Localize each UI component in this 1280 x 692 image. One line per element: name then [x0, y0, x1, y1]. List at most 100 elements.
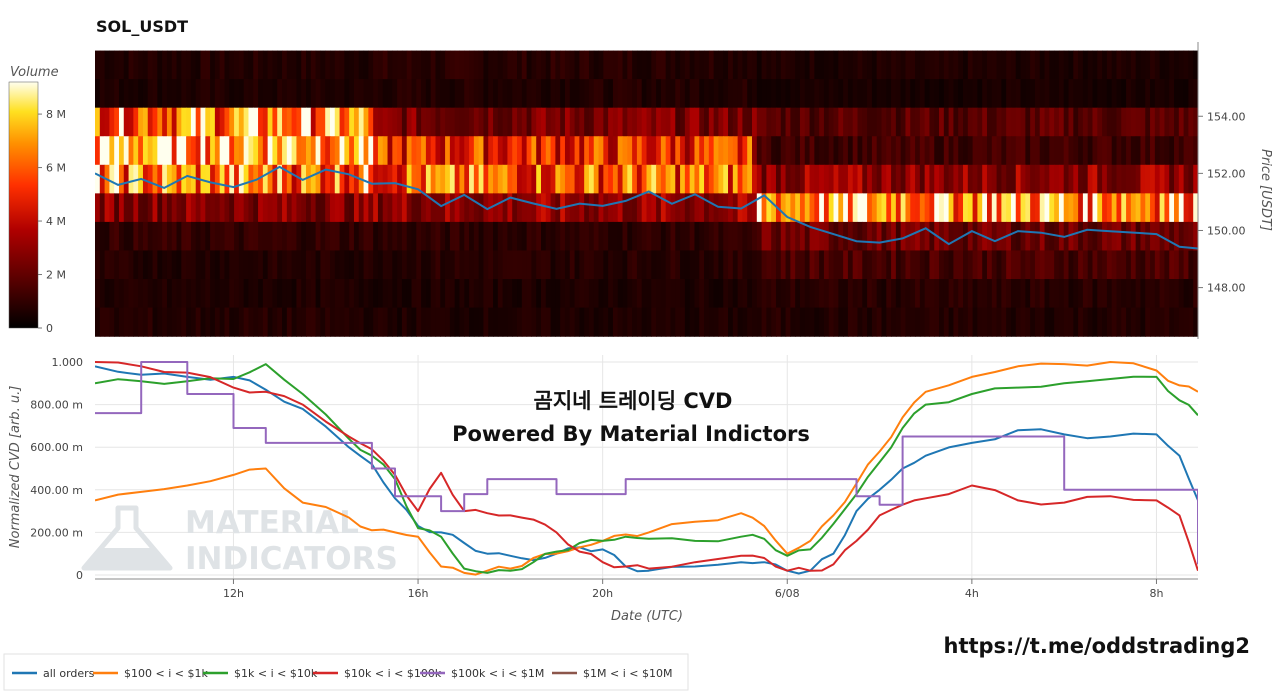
heatmap-cell: [253, 250, 259, 280]
heatmap-cell: [282, 307, 288, 337]
heatmap-cell: [986, 193, 993, 223]
heatmap-cell: [1130, 50, 1137, 80]
heatmap-cell: [306, 107, 312, 137]
heatmap-cell: [1130, 221, 1137, 252]
heatmap-cell: [948, 50, 955, 80]
heatmap-cell: [521, 136, 528, 166]
heatmap-cell: [828, 279, 835, 309]
heatmap-cell: [598, 50, 604, 80]
heatmap-cell: [109, 250, 115, 280]
heatmap-cell: [564, 79, 571, 109]
heatmap-cell: [828, 250, 835, 280]
cvd-overlay-subtitle: Powered By Material Indictors: [452, 422, 810, 446]
heatmap-cell: [1102, 279, 1108, 309]
heatmap-cell: [416, 50, 422, 80]
heatmap-cell: [1078, 107, 1084, 137]
heatmap-cell: [358, 193, 365, 223]
heatmap-cell: [267, 136, 274, 166]
heatmap-cell: [406, 50, 413, 80]
heatmap-cell: [329, 307, 336, 337]
heatmap-cell: [881, 250, 887, 280]
heatmap-cell: [958, 107, 964, 137]
heatmap-cell: [449, 279, 456, 309]
heatmap-cell: [646, 193, 652, 223]
heatmap-cell: [713, 193, 720, 223]
heatmap-cell: [469, 193, 475, 223]
heatmap-cell: [651, 136, 657, 166]
heatmap-cell: [684, 107, 691, 137]
heatmap-cell: [704, 136, 710, 166]
heatmap-cell: [991, 79, 998, 109]
heatmap-cell: [670, 164, 676, 194]
heatmap-cell: [1078, 136, 1084, 166]
heatmap-cell: [723, 279, 729, 309]
heatmap-cell: [967, 307, 974, 337]
heatmap-cell: [886, 164, 892, 194]
heatmap-cell: [329, 79, 336, 109]
heatmap-cell: [986, 164, 993, 194]
heatmap-cell: [123, 136, 130, 166]
heatmap-cell: [670, 136, 676, 166]
heatmap-cell: [833, 279, 839, 309]
heatmap-cell: [526, 107, 533, 137]
heatmap-cell: [632, 164, 638, 194]
heatmap-cell: [315, 250, 321, 280]
heatmap-cell: [612, 221, 619, 252]
heatmap-cell: [296, 250, 302, 280]
heatmap-cell: [373, 79, 379, 109]
heatmap-cell: [286, 279, 293, 309]
heatmap-cell: [670, 279, 676, 309]
heatmap-cell: [373, 221, 379, 252]
heatmap-cell: [636, 250, 643, 280]
heatmap-cell: [157, 250, 163, 280]
heatmap-cell: [488, 136, 494, 166]
heatmap-cell: [344, 107, 350, 137]
heatmap-cell: [195, 136, 202, 166]
heatmap-cell: [680, 50, 686, 80]
heatmap-cell: [95, 50, 101, 80]
heatmap-cell: [262, 136, 269, 166]
heatmap-cell: [939, 164, 945, 194]
heatmap-cell: [569, 164, 576, 194]
heatmap-cell: [876, 250, 883, 280]
heatmap-cell: [1034, 50, 1041, 80]
heatmap-cell: [95, 307, 101, 337]
heatmap-cell: [579, 279, 585, 309]
telegram-link[interactable]: https://t.me/oddstrading2: [944, 634, 1251, 658]
heatmap-cell: [219, 79, 226, 109]
heatmap-cell: [1159, 164, 1166, 194]
heatmap-cell: [1063, 250, 1070, 280]
heatmap-cell: [747, 136, 753, 166]
heatmap-cell: [234, 193, 240, 223]
heatmap-cell: [1020, 164, 1026, 194]
heatmap-cell: [948, 250, 955, 280]
heatmap-cell: [497, 50, 504, 80]
heatmap-cell: [1044, 221, 1050, 252]
heatmap-cell: [190, 279, 197, 309]
heatmap-cell: [991, 50, 998, 80]
heatmap-cell: [1116, 164, 1122, 194]
heatmap-cell: [1178, 250, 1185, 280]
heatmap-cell: [1145, 164, 1151, 194]
heatmap-cell: [536, 221, 542, 252]
heatmap-cell: [430, 79, 437, 109]
heatmap-cell: [1097, 193, 1103, 223]
heatmap-cell: [392, 193, 398, 223]
heatmap-cell: [1102, 164, 1108, 194]
heatmap-cell: [310, 307, 317, 337]
heatmap-cell: [186, 279, 192, 309]
heatmap-cell: [181, 164, 187, 194]
heatmap-cell: [133, 221, 139, 252]
heatmap-cell: [852, 279, 859, 309]
heatmap-cell: [238, 307, 245, 337]
heatmap-cell: [545, 79, 552, 109]
heatmap-cell: [761, 279, 767, 309]
heatmap-cell: [1145, 307, 1151, 337]
heatmap-cell: [411, 250, 417, 280]
heatmap-cell: [598, 107, 604, 137]
heatmap-cell: [593, 307, 600, 337]
heatmap-cell: [641, 279, 648, 309]
heatmap-cell: [891, 193, 897, 223]
heatmap-cell: [670, 107, 676, 137]
heatmap-cell: [1130, 136, 1137, 166]
